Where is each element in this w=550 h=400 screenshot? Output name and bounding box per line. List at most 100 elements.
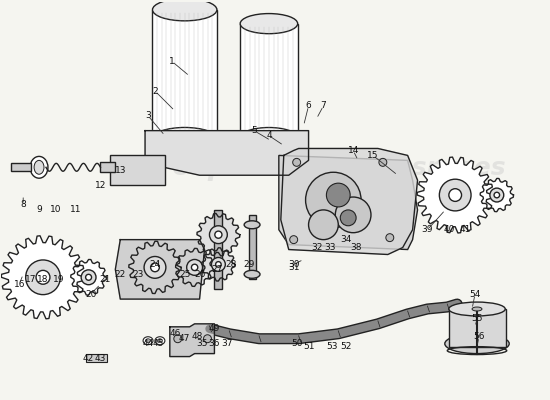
- Circle shape: [186, 260, 202, 275]
- Ellipse shape: [240, 14, 298, 34]
- Circle shape: [36, 270, 50, 284]
- Bar: [240, 24, 298, 138]
- Ellipse shape: [146, 339, 151, 343]
- Ellipse shape: [244, 221, 260, 229]
- Bar: [86, 354, 107, 362]
- Text: 7: 7: [321, 101, 326, 110]
- Text: 23: 23: [133, 270, 144, 279]
- Text: 9: 9: [36, 206, 42, 214]
- Polygon shape: [202, 248, 235, 281]
- Bar: [101, 162, 115, 172]
- Ellipse shape: [34, 160, 44, 174]
- Text: 27: 27: [212, 265, 223, 274]
- Text: 52: 52: [340, 342, 352, 351]
- Bar: [449, 309, 506, 347]
- Text: 44: 44: [142, 339, 153, 348]
- Text: 8: 8: [20, 200, 26, 210]
- Text: 16: 16: [13, 280, 25, 289]
- Text: 53: 53: [327, 342, 338, 351]
- Text: 34: 34: [340, 235, 352, 244]
- Text: 54: 54: [469, 290, 481, 299]
- Bar: [152, 10, 217, 138]
- Circle shape: [26, 260, 60, 295]
- Ellipse shape: [143, 337, 153, 345]
- Text: 39: 39: [422, 225, 433, 234]
- Circle shape: [306, 172, 361, 228]
- Ellipse shape: [30, 156, 48, 178]
- Circle shape: [211, 258, 226, 271]
- Polygon shape: [170, 324, 214, 356]
- Polygon shape: [480, 178, 514, 212]
- Circle shape: [379, 158, 387, 166]
- Text: 10: 10: [50, 206, 62, 214]
- Circle shape: [151, 263, 160, 272]
- Circle shape: [215, 231, 222, 238]
- Text: 40: 40: [443, 225, 455, 234]
- Text: 56: 56: [473, 332, 485, 341]
- Text: 35: 35: [196, 339, 207, 348]
- Polygon shape: [71, 260, 106, 295]
- Text: 45: 45: [152, 339, 164, 348]
- Circle shape: [81, 270, 96, 285]
- Text: 28: 28: [226, 260, 237, 269]
- Bar: [12, 163, 31, 171]
- Text: 3: 3: [145, 111, 151, 120]
- Text: 21: 21: [100, 275, 111, 284]
- Circle shape: [309, 210, 338, 240]
- Circle shape: [336, 197, 371, 233]
- Ellipse shape: [155, 337, 165, 345]
- Text: 26: 26: [194, 270, 205, 279]
- Polygon shape: [2, 236, 85, 319]
- Circle shape: [494, 192, 499, 198]
- Text: 43: 43: [95, 354, 106, 363]
- Bar: [249, 215, 256, 279]
- Circle shape: [449, 189, 461, 201]
- Text: 14: 14: [348, 146, 359, 155]
- Text: 20: 20: [85, 290, 96, 299]
- Polygon shape: [145, 131, 309, 175]
- Polygon shape: [129, 241, 181, 294]
- Circle shape: [86, 274, 91, 280]
- Text: 42: 42: [83, 354, 94, 363]
- Ellipse shape: [244, 270, 260, 278]
- Text: 36: 36: [208, 339, 220, 348]
- Ellipse shape: [157, 339, 162, 343]
- Polygon shape: [197, 214, 240, 256]
- Text: 38: 38: [350, 243, 362, 252]
- Text: 6: 6: [306, 101, 311, 110]
- Text: 25: 25: [179, 270, 190, 279]
- Circle shape: [191, 264, 198, 270]
- Text: 24: 24: [150, 260, 161, 269]
- Polygon shape: [281, 148, 417, 254]
- Text: 48: 48: [192, 332, 204, 341]
- Text: 29: 29: [244, 260, 255, 269]
- Circle shape: [293, 158, 301, 166]
- Text: 17: 17: [25, 275, 37, 284]
- Circle shape: [290, 236, 298, 244]
- Circle shape: [439, 179, 471, 211]
- Text: 4: 4: [266, 131, 272, 140]
- Text: 33: 33: [324, 243, 336, 252]
- Text: 46: 46: [169, 329, 180, 338]
- Text: autospares: autospares: [348, 156, 506, 180]
- Text: 47: 47: [179, 334, 190, 343]
- Circle shape: [490, 188, 504, 202]
- Ellipse shape: [152, 0, 217, 21]
- Circle shape: [340, 210, 356, 226]
- Polygon shape: [417, 157, 493, 233]
- Ellipse shape: [449, 302, 505, 316]
- Ellipse shape: [152, 128, 217, 150]
- Text: 2: 2: [152, 86, 158, 96]
- Polygon shape: [175, 248, 213, 286]
- Text: 13: 13: [114, 166, 126, 175]
- Text: 12: 12: [95, 181, 106, 190]
- Circle shape: [216, 262, 221, 267]
- Circle shape: [386, 234, 394, 242]
- Circle shape: [174, 335, 182, 343]
- Text: 11: 11: [70, 206, 81, 214]
- Bar: [111, 156, 165, 185]
- Bar: [214, 210, 222, 289]
- Ellipse shape: [445, 334, 509, 354]
- Text: 50: 50: [291, 339, 302, 348]
- Polygon shape: [279, 156, 417, 250]
